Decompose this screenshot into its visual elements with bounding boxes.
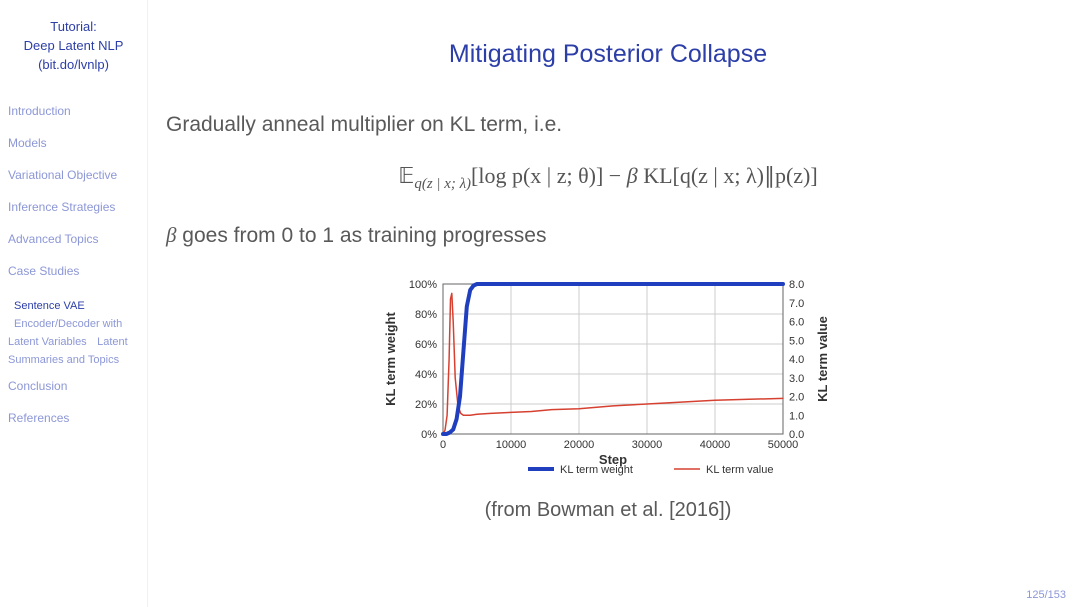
- svg-text:40%: 40%: [415, 369, 437, 381]
- svg-text:KL term weight: KL term weight: [560, 464, 633, 476]
- formula-bracket1: [log p(x | z; θ)]: [471, 163, 603, 188]
- svg-text:100%: 100%: [409, 279, 437, 291]
- svg-text:1.0: 1.0: [789, 411, 804, 423]
- nav-references[interactable]: References: [8, 410, 139, 426]
- sidebar-title-line1: Tutorial:: [50, 19, 96, 34]
- formula-E: 𝔼: [398, 163, 414, 188]
- formula-beta: β: [627, 163, 638, 188]
- svg-text:40000: 40000: [700, 439, 731, 451]
- sidebar: Tutorial: Deep Latent NLP (bit.do/lvnlp)…: [0, 0, 148, 607]
- main-slide: Mitigating Posterior Collapse Gradually …: [148, 0, 1080, 607]
- kl-chart: 0%20%40%60%80%100%0.01.02.03.04.05.06.07…: [368, 274, 848, 489]
- svg-text:KL term value: KL term value: [706, 464, 773, 476]
- svg-text:60%: 60%: [415, 339, 437, 351]
- svg-text:50000: 50000: [768, 439, 799, 451]
- svg-text:KL term value: KL term value: [815, 317, 830, 403]
- nav-advanced-topics[interactable]: Advanced Topics: [8, 231, 139, 247]
- sidebar-title: Tutorial: Deep Latent NLP (bit.do/lvnlp): [8, 18, 139, 75]
- nav-case-studies[interactable]: Case Studies: [8, 263, 139, 279]
- slide-title: Mitigating Posterior Collapse: [166, 40, 1050, 69]
- svg-text:20000: 20000: [564, 439, 595, 451]
- formula-KL: KL: [638, 163, 673, 188]
- body-line-1: Gradually anneal multiplier on KL term, …: [166, 113, 1050, 137]
- chart-caption: (from Bowman et al. [2016]): [348, 499, 868, 522]
- nav-variational-objective[interactable]: Variational Objective: [8, 167, 139, 183]
- svg-text:8.0: 8.0: [789, 279, 804, 291]
- formula: 𝔼q(z | x; λ)[log p(x | z; θ)] − β KL[q(z…: [166, 163, 1050, 193]
- sidebar-title-line2: Deep Latent NLP: [24, 38, 124, 53]
- svg-text:6.0: 6.0: [789, 317, 804, 329]
- sidebar-title-line3: (bit.do/lvnlp): [38, 57, 109, 72]
- svg-text:20%: 20%: [415, 399, 437, 411]
- beta-symbol: β: [166, 223, 176, 247]
- page-number: 125/153: [1026, 589, 1066, 601]
- svg-text:30000: 30000: [632, 439, 663, 451]
- nav-sub-sentence-vae[interactable]: Sentence VAE: [14, 300, 85, 312]
- svg-text:80%: 80%: [415, 309, 437, 321]
- body-line-2-text: goes from 0 to 1 as training progresses: [176, 224, 546, 247]
- svg-text:5.0: 5.0: [789, 336, 804, 348]
- nav-introduction[interactable]: Introduction: [8, 103, 139, 119]
- svg-text:0: 0: [440, 439, 446, 451]
- formula-minus: −: [603, 163, 626, 188]
- svg-text:4.0: 4.0: [789, 354, 804, 366]
- formula-bracket2: [q(z | x; λ)∥p(z)]: [673, 163, 818, 188]
- svg-text:10000: 10000: [496, 439, 527, 451]
- svg-text:0%: 0%: [421, 429, 437, 441]
- formula-E-sub: q(z | x; λ): [414, 176, 471, 192]
- nav-conclusion[interactable]: Conclusion: [8, 378, 139, 394]
- svg-text:3.0: 3.0: [789, 373, 804, 385]
- nav-models[interactable]: Models: [8, 135, 139, 151]
- svg-text:2.0: 2.0: [789, 392, 804, 404]
- chart-container: 0%20%40%60%80%100%0.01.02.03.04.05.06.07…: [348, 274, 868, 522]
- svg-text:KL term weight: KL term weight: [383, 312, 398, 406]
- body-line-2: β goes from 0 to 1 as training progresse…: [166, 223, 1050, 248]
- svg-text:7.0: 7.0: [789, 298, 804, 310]
- nav-inference-strategies[interactable]: Inference Strategies: [8, 199, 139, 215]
